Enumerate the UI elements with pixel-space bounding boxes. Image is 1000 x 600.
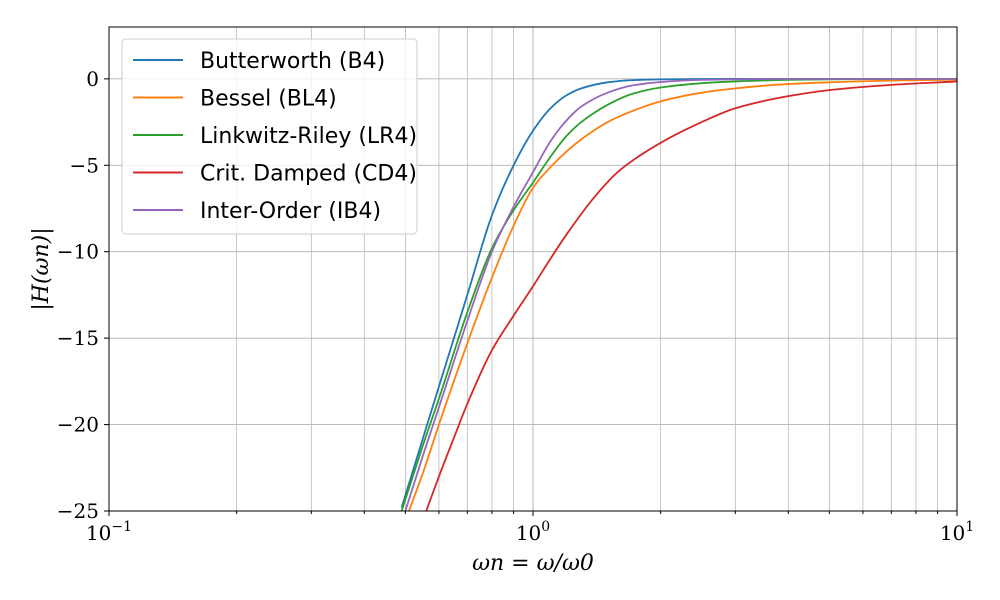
legend-label: Linkwitz-Riley (LR4): [200, 124, 417, 149]
y-tick-label: −5: [70, 153, 99, 177]
y-tick-label: 0: [86, 67, 99, 91]
legend: Butterworth (B4) Bessel (BL4) Linkwitz-Ril…: [121, 38, 418, 235]
legend-label: Bessel (BL4): [200, 87, 337, 112]
x-tick-label: 101: [940, 519, 974, 545]
legend-label: Crit. Damped (CD4): [200, 162, 417, 187]
y-tick-label: −15: [57, 326, 99, 350]
series-line-5: [404, 77, 957, 511]
series-line-2: [408, 78, 957, 511]
y-tick-label: −10: [57, 240, 99, 264]
series-line-4: [425, 80, 957, 511]
series-line-3: [400, 77, 957, 511]
y-axis-title: |H(ωn)|: [29, 227, 54, 310]
x-tick-label: 10−1: [86, 519, 132, 545]
x-tick-label: 100: [516, 519, 550, 545]
y-tick-label: −25: [57, 499, 99, 523]
legend-label: Inter-Order (IB4): [200, 199, 381, 224]
series-lines: [400, 77, 957, 511]
legend-label: Butterworth (B4): [200, 49, 385, 74]
legend-box: [121, 38, 418, 235]
x-axis-title: ωn = ω/ω0: [472, 551, 594, 576]
y-tick-label: −20: [57, 413, 99, 437]
